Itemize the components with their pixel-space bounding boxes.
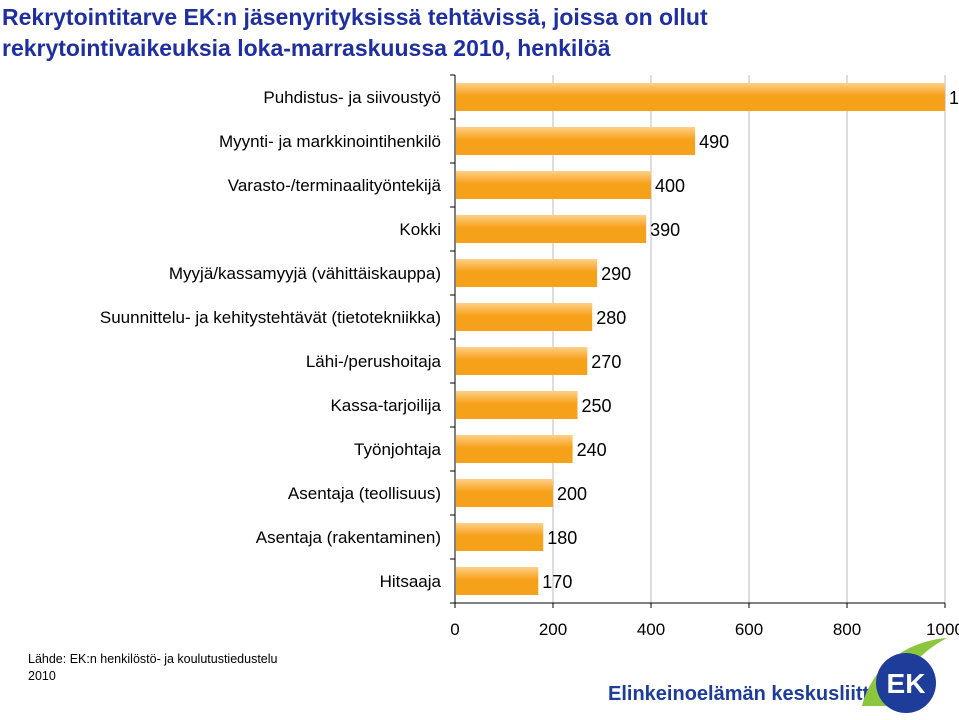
data-label: 180: [547, 528, 577, 548]
data-label: 170: [542, 572, 572, 592]
logo-mark-text: EK: [887, 668, 926, 699]
category-label: Kassa-tarjoilija: [330, 396, 441, 415]
data-label: 280: [596, 308, 626, 328]
data-label: 290: [601, 264, 631, 284]
organization-name: Elinkeinoelämän keskusliitto: [608, 683, 882, 705]
data-label: 240: [577, 440, 607, 460]
category-label: Hitsaaja: [380, 572, 442, 591]
data-label: 490: [699, 132, 729, 152]
source-line-2: 2010: [28, 669, 56, 683]
source-note: Lähde: EK:n henkilöstö- ja koulutustiedu…: [28, 651, 388, 685]
bar: [456, 391, 578, 419]
bar: [456, 567, 539, 595]
category-label: Asentaja (teollisuus): [288, 484, 441, 503]
bar: [456, 259, 598, 287]
bar: [456, 83, 945, 111]
chart-title-line-1: Rekrytointitarve EK:n jäsenyrityksissä t…: [2, 4, 708, 30]
category-label: Työnjohtaja: [354, 440, 441, 459]
bar: [456, 479, 553, 507]
data-label: 1000: [949, 88, 959, 108]
category-label: Kokki: [399, 220, 441, 239]
chart-title-line-2: rekrytointivaikeuksia loka-marraskuussa …: [2, 35, 611, 61]
data-label: 390: [650, 220, 680, 240]
x-tick-label: 800: [833, 620, 861, 639]
category-label: Puhdistus- ja siivoustyö: [263, 88, 441, 107]
chart-title: Rekrytointitarve EK:n jäsenyrityksissä t…: [2, 2, 952, 64]
category-label: Varasto-/terminaalityöntekijä: [228, 176, 442, 195]
category-label: Myynti- ja markkinointihenkilö: [219, 132, 441, 151]
data-label: 270: [591, 352, 621, 372]
x-tick-label: 600: [735, 620, 763, 639]
data-label: 250: [582, 396, 612, 416]
category-label: Myyjä/kassamyyjä (vähittäiskauppa): [169, 264, 441, 283]
bar: [456, 435, 573, 463]
category-label: Asentaja (rakentaminen): [256, 528, 441, 547]
bar: [456, 127, 696, 155]
bar: [456, 523, 544, 551]
bar: [456, 303, 593, 331]
ek-logo-icon: EK: [862, 638, 947, 713]
bar: [456, 215, 647, 243]
category-label: Lähi-/perushoitaja: [306, 352, 442, 371]
bar: [456, 171, 651, 199]
category-label: Suunnittelu- ja kehitystehtävät (tietote…: [100, 308, 441, 327]
logo-blue-circle: [876, 653, 936, 713]
source-line-1: Lähde: EK:n henkilöstö- ja koulutustiedu…: [28, 652, 278, 666]
x-tick-label: 200: [539, 620, 567, 639]
x-tick-label: 0: [450, 620, 459, 639]
data-label: 200: [557, 484, 587, 504]
x-tick-label: 1000: [926, 620, 959, 639]
x-tick-label: 400: [637, 620, 665, 639]
bar: [456, 347, 588, 375]
data-label: 400: [655, 176, 685, 196]
